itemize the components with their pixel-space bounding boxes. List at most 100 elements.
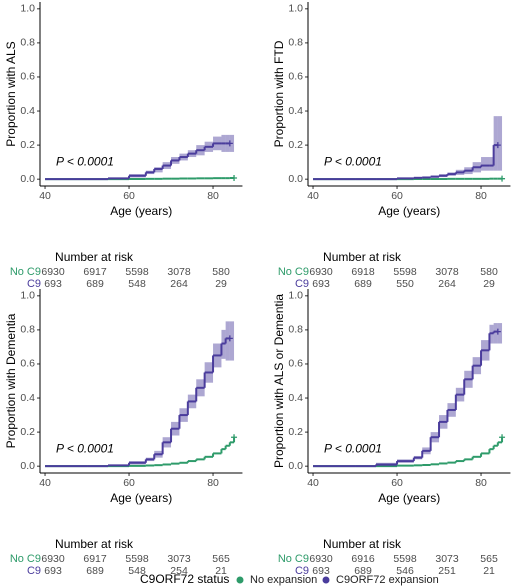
p-value: P < 0.0001 — [324, 154, 382, 168]
risk-count: 693 — [44, 565, 62, 577]
risk-row-label: No C9 — [278, 266, 309, 278]
risk-count: 21 — [215, 565, 227, 577]
x-tick-label: 40 — [39, 190, 51, 202]
y-tick-label: 0.8 — [288, 37, 303, 49]
risk-count: 580 — [480, 266, 498, 278]
censor-mark — [494, 142, 501, 149]
x-tick-label: 40 — [39, 477, 51, 489]
ci-band — [497, 323, 503, 344]
y-tick-label: 0.2 — [288, 139, 303, 151]
y-tick-label: 1.0 — [20, 290, 35, 302]
risk-row-label: C9 — [295, 278, 309, 290]
y-tick-label: 0.2 — [20, 139, 35, 151]
y-axis-title: Proportion with ALS — [4, 41, 18, 146]
risk-row-label: No C9 — [278, 553, 309, 565]
panel: 0.0 0.2 0.4 0.6 0.8 1.0 40 60 80 Age (years) Propo… — [272, 289, 511, 577]
y-tick-label: 0.6 — [288, 71, 303, 83]
ci-band — [489, 157, 494, 171]
risk-count: 264 — [170, 278, 188, 290]
risk-count: 693 — [312, 278, 330, 290]
x-tick-label: 80 — [207, 190, 219, 202]
risk-count: 5598 — [125, 553, 149, 565]
risk-row-label: C9 — [27, 278, 41, 290]
risk-count: 29 — [215, 278, 227, 290]
risk-count: 546 — [396, 565, 414, 577]
legend-title: C9ORF72 status — [140, 572, 229, 586]
y-axis-title: Proportion with Dementia — [4, 313, 18, 448]
risk-count: 3078 — [167, 266, 191, 278]
legend-swatch — [236, 576, 244, 584]
y-tick-label: 0.2 — [288, 426, 303, 438]
risk-count: 693 — [312, 565, 330, 577]
censor-mark — [499, 434, 506, 441]
x-tick-label: 60 — [123, 190, 135, 202]
risk-count: 5598 — [125, 266, 149, 278]
risk-count: 254 — [170, 565, 188, 577]
y-tick-label: 0.4 — [20, 105, 35, 117]
x-tick-label: 80 — [475, 190, 487, 202]
x-tick-label: 80 — [207, 477, 219, 489]
p-value: P < 0.0001 — [56, 154, 114, 168]
p-value: P < 0.0001 — [56, 441, 114, 455]
risk-row-label: C9 — [295, 565, 309, 577]
risk-count: 29 — [483, 278, 495, 290]
risk-count: 264 — [438, 278, 456, 290]
y-axis-title: Proportion with ALS or Dementia — [272, 294, 286, 468]
ci-band — [481, 157, 490, 171]
y-tick-label: 0.6 — [20, 71, 35, 83]
risk-count: 580 — [212, 266, 230, 278]
censor-mark — [494, 328, 501, 335]
risk-count: 3073 — [435, 553, 459, 565]
risk-count: 6916 — [351, 553, 375, 565]
censor-mark — [226, 335, 233, 342]
ci-band — [493, 116, 498, 171]
y-tick-label: 0.8 — [20, 324, 35, 336]
x-axis-title: Age (years) — [110, 204, 172, 218]
y-tick-label: 0.0 — [20, 173, 35, 185]
x-tick-label: 80 — [475, 477, 487, 489]
x-axis-title: Age (years) — [110, 491, 172, 505]
ci-band — [225, 321, 230, 361]
risk-title: Number at risk — [55, 537, 134, 551]
risk-title: Number at risk — [323, 537, 402, 551]
y-tick-label: 0.8 — [288, 324, 303, 336]
x-tick-label: 60 — [391, 190, 403, 202]
y-tick-label: 1.0 — [288, 290, 303, 302]
y-tick-label: 1.0 — [288, 3, 303, 15]
risk-count: 6930 — [309, 553, 333, 565]
risk-count: 6930 — [41, 553, 65, 565]
risk-title: Number at risk — [55, 250, 134, 264]
ci-band — [497, 116, 503, 171]
risk-count: 565 — [212, 553, 230, 565]
y-tick-label: 0.4 — [20, 392, 35, 404]
y-tick-label: 0.2 — [20, 426, 35, 438]
x-tick-label: 40 — [307, 477, 319, 489]
y-tick-label: 0.0 — [288, 173, 303, 185]
censor-mark — [499, 175, 506, 182]
y-axis-title: Proportion with FTD — [272, 40, 286, 147]
risk-count: 689 — [86, 278, 104, 290]
risk-count: 21 — [483, 565, 495, 577]
y-tick-label: 0.6 — [20, 358, 35, 370]
y-tick-label: 0.6 — [288, 358, 303, 370]
censor-mark — [231, 434, 238, 441]
legend-swatch — [322, 576, 330, 584]
risk-count: 548 — [128, 278, 146, 290]
x-tick-label: 40 — [307, 190, 319, 202]
risk-count: 693 — [44, 278, 62, 290]
y-tick-label: 0.0 — [288, 460, 303, 472]
risk-count: 6930 — [309, 266, 333, 278]
risk-count: 251 — [438, 565, 456, 577]
risk-count: 6930 — [41, 266, 65, 278]
risk-count: 3073 — [167, 553, 191, 565]
risk-count: 565 — [480, 553, 498, 565]
y-tick-label: 1.0 — [20, 3, 35, 15]
y-tick-label: 0.8 — [20, 37, 35, 49]
risk-count: 689 — [354, 565, 372, 577]
x-axis-title: Age (years) — [378, 204, 440, 218]
y-tick-label: 0.0 — [20, 460, 35, 472]
risk-row-label: No C9 — [10, 266, 41, 278]
risk-count: 548 — [128, 565, 146, 577]
x-tick-label: 60 — [123, 477, 135, 489]
